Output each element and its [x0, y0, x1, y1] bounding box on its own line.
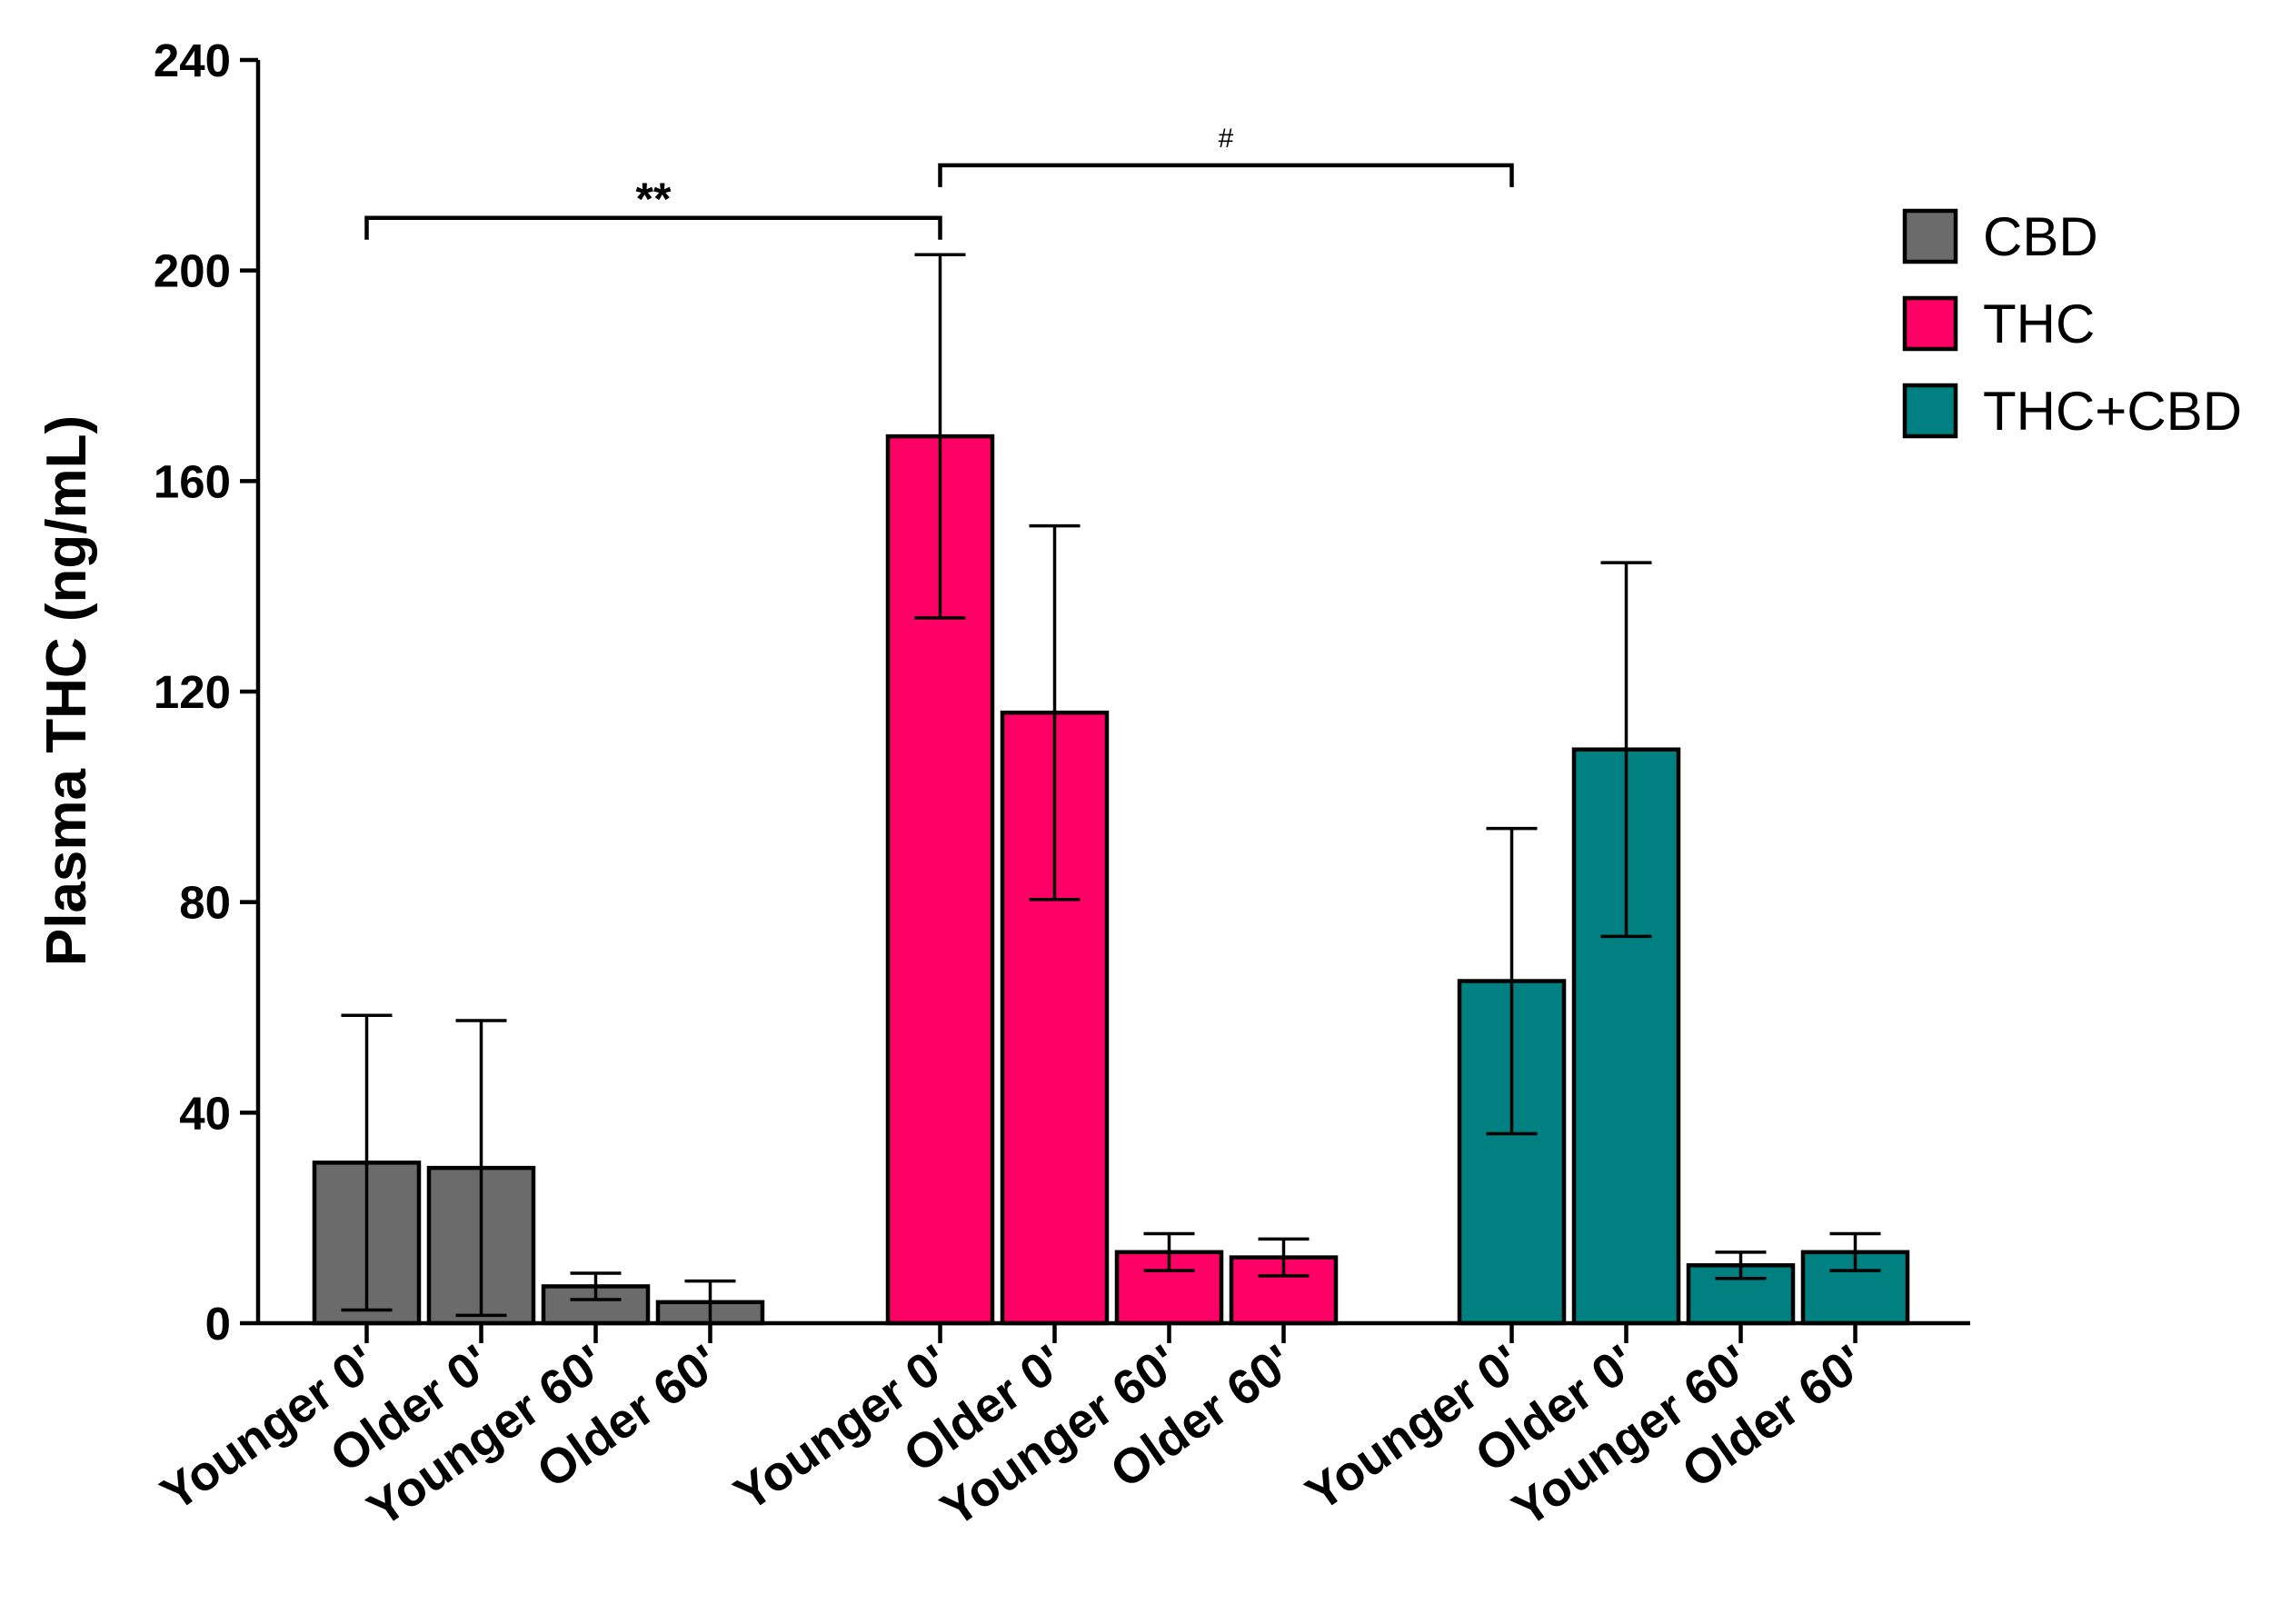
y-tick-label: 0: [205, 1298, 231, 1350]
y-tick-label: 120: [154, 666, 231, 718]
y-tick-label: 200: [154, 245, 231, 297]
legend-label: THC: [1983, 294, 2095, 354]
significance-bracket: [938, 163, 1514, 187]
legend-swatch: [1902, 208, 1958, 264]
axes-layer: [255, 60, 1970, 1326]
legend-label: CBD: [1983, 206, 2098, 267]
bars-layer: [312, 433, 1910, 1326]
legend-label: THC+CBD: [1983, 381, 2242, 442]
significance-marker: #: [1219, 124, 1234, 154]
y-tick-label: 80: [179, 877, 231, 929]
y-ticks: 0 40 80 120 160 200 240: [154, 35, 258, 1350]
significance-marker: **: [636, 174, 672, 224]
error-bars-layer: [341, 253, 1881, 1325]
significance-bracket: [364, 215, 942, 240]
legend-swatch: [1902, 383, 1958, 439]
x-ticks: Younger 0'Older 0'Younger 60'Older 60'Yo…: [151, 1323, 1874, 1538]
significance-annotations: ** #: [364, 124, 1514, 240]
y-tick-label: 40: [179, 1087, 231, 1139]
y-tick-label: 160: [154, 455, 231, 507]
y-axis-label: Plasma THC (ng/mL): [35, 415, 98, 966]
y-tick-label: 240: [154, 35, 231, 86]
legend: CBD THC THC+CBD: [1902, 206, 2242, 442]
legend-swatch: [1902, 295, 1958, 352]
